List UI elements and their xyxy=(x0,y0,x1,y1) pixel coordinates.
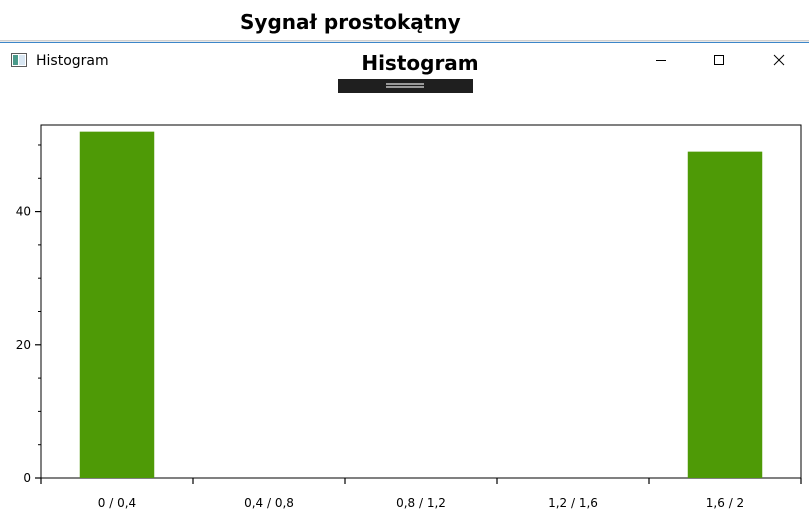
close-button[interactable] xyxy=(750,43,808,77)
background-window-title: Sygnał prostokątny xyxy=(240,10,461,34)
x-tick-label: 1,2 / 1,6 xyxy=(548,496,598,510)
divider xyxy=(0,41,809,42)
drag-handle[interactable] xyxy=(338,79,473,93)
histogram-bar xyxy=(687,151,763,478)
x-tick-label: 0,4 / 0,8 xyxy=(244,496,294,510)
minimize-button[interactable] xyxy=(632,43,690,77)
chart-title: Histogram xyxy=(361,51,479,75)
window-title: Histogram xyxy=(36,53,109,69)
app-window-icon xyxy=(11,53,27,67)
x-tick-label: 0 / 0,4 xyxy=(98,496,136,510)
minimize-icon xyxy=(656,60,666,61)
divider xyxy=(0,40,809,41)
grip-line xyxy=(386,86,424,88)
x-tick-label: 1,6 / 2 xyxy=(706,496,744,510)
maximize-icon xyxy=(714,55,724,65)
maximize-button[interactable] xyxy=(690,43,748,77)
y-tick-label: 20 xyxy=(16,338,31,352)
plot-frame xyxy=(40,124,802,479)
histogram-chart: 0 / 0,4 0,4 / 0,8 0,8 / 1,2 1,2 / 1,6 1,6 / … xyxy=(16,124,802,510)
histogram-bar xyxy=(79,131,155,478)
x-tick-label: 0,8 / 1,2 xyxy=(396,496,446,510)
y-tick-label: 40 xyxy=(16,205,31,219)
y-tick-label: 0 xyxy=(23,471,31,485)
window-titlebar[interactable]: Histogram xyxy=(0,43,809,77)
background-window: Sygnał prostokątny xyxy=(0,0,809,42)
close-icon xyxy=(773,54,785,66)
grip-line xyxy=(386,83,424,85)
